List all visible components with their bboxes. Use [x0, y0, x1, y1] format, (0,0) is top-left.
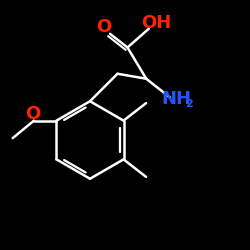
Text: OH: OH — [141, 14, 172, 32]
Text: 2: 2 — [185, 99, 192, 109]
Text: NH: NH — [161, 90, 191, 108]
Text: O: O — [25, 104, 40, 122]
Text: O: O — [96, 18, 112, 36]
